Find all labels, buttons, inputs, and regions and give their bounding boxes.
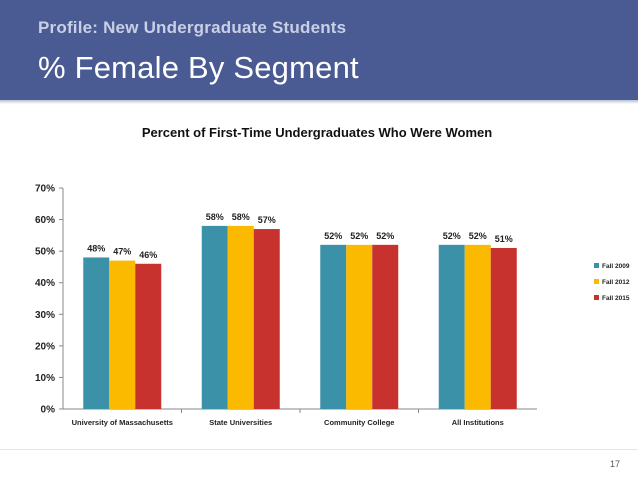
bar <box>490 247 517 409</box>
y-tick-label: 40% <box>35 278 55 289</box>
bar <box>109 260 136 409</box>
data-label: 58% <box>232 212 250 222</box>
chart-title: Percent of First-Time Undergraduates Who… <box>142 125 492 140</box>
slide-title: % Female By Segment <box>38 50 359 85</box>
data-label: 48% <box>87 243 105 253</box>
page-number: 17 <box>609 459 620 469</box>
legend-swatch <box>594 263 599 268</box>
legend-swatch <box>594 279 599 284</box>
data-label: 46% <box>139 250 157 260</box>
bar <box>372 244 399 409</box>
y-tick-label: 50% <box>35 247 55 258</box>
data-label: 52% <box>324 231 342 241</box>
bar <box>464 244 491 409</box>
legend-label: Fall 2009 <box>602 263 630 270</box>
x-category-label: All Institutions <box>452 418 504 427</box>
bar <box>135 263 162 409</box>
slide-subtitle: Profile: New Undergraduate Students <box>38 18 347 37</box>
data-label: 57% <box>258 215 276 225</box>
x-category-label: State Universities <box>209 418 272 427</box>
legend-swatch <box>594 295 599 300</box>
bar <box>320 244 347 409</box>
legend-label: Fall 2015 <box>602 295 630 302</box>
bar <box>227 225 254 409</box>
slide-header <box>0 0 638 100</box>
data-label: 51% <box>495 234 513 244</box>
data-label: 52% <box>376 231 394 241</box>
legend: Fall 2009 Fall 2012 Fall 2015 <box>594 263 630 302</box>
bar <box>346 244 373 409</box>
footer-divider <box>0 449 638 450</box>
y-tick-label: 0% <box>41 405 56 416</box>
y-tick-label: 20% <box>35 341 55 352</box>
y-tick-label: 30% <box>35 310 55 321</box>
data-label: 52% <box>443 231 461 241</box>
x-category-label: Community College <box>324 418 394 427</box>
bar <box>253 229 280 409</box>
x-category-label: University of Massachusetts <box>72 418 173 427</box>
data-label: 52% <box>350 231 368 241</box>
bar-chart: Percent of First-Time Undergraduates Who… <box>35 125 630 427</box>
y-tick-label: 10% <box>35 373 55 384</box>
data-label: 52% <box>469 231 487 241</box>
y-tick-label: 60% <box>35 215 55 226</box>
bar <box>438 244 465 409</box>
bar <box>201 225 228 409</box>
bar <box>83 257 110 409</box>
data-label: 58% <box>206 212 224 222</box>
plot-area: 0% 10% 20% 30% 40% 50% 60% 70% University of Mas… <box>35 184 537 427</box>
legend-label: Fall 2012 <box>602 279 630 286</box>
y-tick-label: 70% <box>35 184 55 195</box>
header-shadow <box>0 100 638 104</box>
data-label: 47% <box>113 247 131 257</box>
